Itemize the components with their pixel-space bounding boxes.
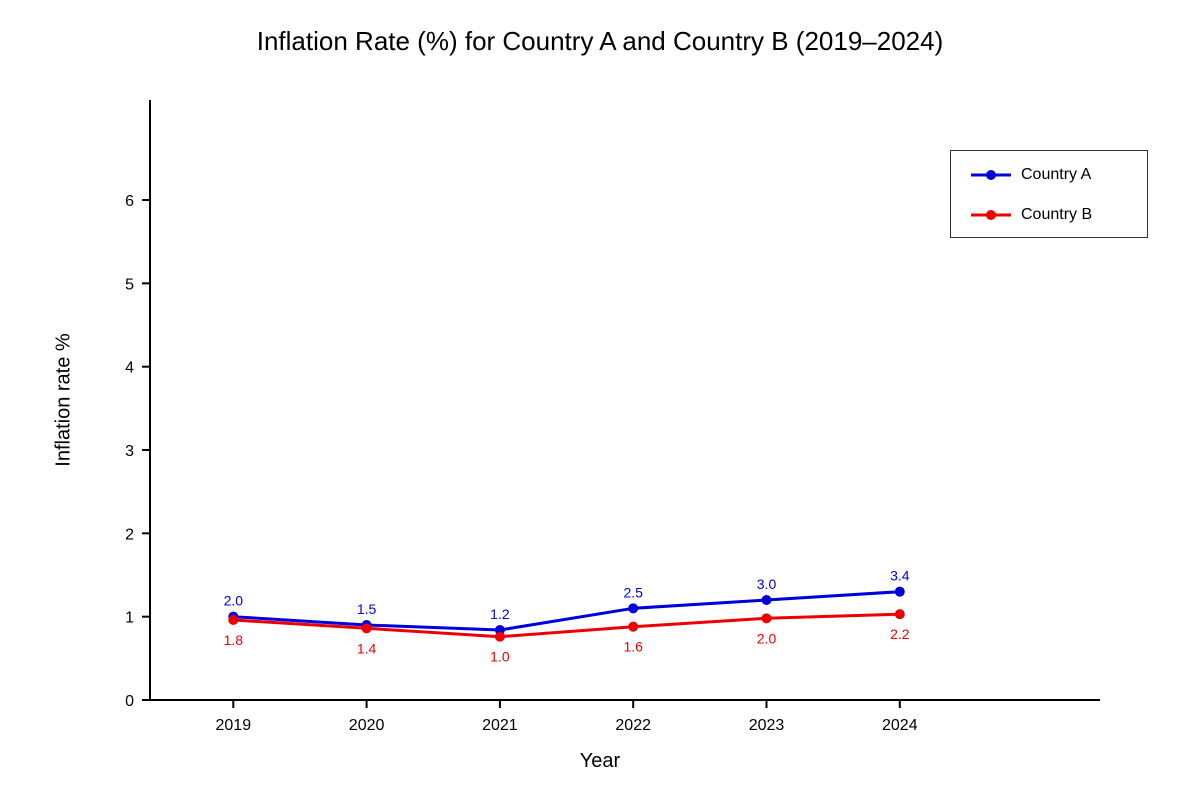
data-point-country-b — [494, 631, 505, 642]
data-label-country-b: 1.8 — [224, 632, 244, 648]
x-tick-label: 2021 — [482, 717, 518, 734]
data-point-country-a — [894, 586, 905, 597]
data-label-country-b: 1.6 — [623, 639, 643, 655]
x-tick-label: 2024 — [882, 717, 918, 734]
y-tick-label: 3 — [125, 443, 134, 460]
data-point-country-b — [894, 609, 905, 620]
y-tick-label: 4 — [125, 360, 134, 377]
data-label-country-a: 3.0 — [757, 576, 777, 592]
legend-item-country-b: Country B — [971, 205, 1092, 225]
y-axis-title: Inflation rate % — [52, 333, 75, 467]
y-tick-label: 2 — [125, 526, 134, 543]
axes: 0 1 2 3 4 5 6 2019 2020 2021 2022 2023 2024 — [125, 100, 1100, 734]
y-tick-label: 6 — [125, 193, 134, 210]
legend-swatch-country-a — [971, 170, 1011, 180]
data-label-country-a: 2.0 — [224, 593, 244, 609]
series-line-country-b — [231, 612, 902, 639]
legend: Country A Country B — [950, 150, 1148, 238]
data-label-country-b: 1.4 — [357, 640, 377, 656]
legend-swatch-country-b — [971, 210, 1011, 220]
x-tick-label: 2019 — [216, 717, 252, 734]
x-tick-label: 2020 — [349, 717, 385, 734]
data-point-country-b — [228, 615, 239, 626]
data-label-country-b: 2.0 — [757, 630, 777, 646]
x-tick-label: 2022 — [615, 717, 651, 734]
data-label-country-a: 3.4 — [890, 568, 910, 584]
legend-label-country-b: Country B — [1021, 206, 1093, 223]
x-tick-label: 2023 — [749, 717, 785, 734]
y-tick-label: 5 — [125, 276, 134, 293]
legend-label-country-a: Country A — [1021, 166, 1092, 183]
series-layer: 2.0 1.5 1.2 2.5 3.0 3.4 1.8 1.4 1.0 1.6 2.0 2.2 — [224, 568, 910, 665]
data-point-country-b — [628, 621, 639, 632]
data-point-country-b — [761, 613, 772, 624]
data-point-country-a — [761, 595, 772, 606]
data-label-country-b: 2.2 — [890, 626, 910, 642]
x-axis-title: Year — [579, 750, 621, 772]
data-point-country-a — [628, 603, 639, 614]
data-label-country-a: 1.5 — [357, 601, 377, 617]
y-tick-label: 0 — [125, 693, 134, 710]
chart-title: Inflation Rate (%) for Country A and Cou… — [256, 26, 944, 56]
data-point-country-b — [361, 623, 372, 634]
data-label-country-b: 1.0 — [490, 649, 510, 665]
data-label-country-a: 1.2 — [490, 606, 510, 622]
legend-item-country-a: Country A — [971, 165, 1091, 185]
data-label-country-a: 2.5 — [623, 584, 643, 600]
series-line-country-a — [231, 590, 902, 632]
y-tick-label: 1 — [125, 610, 134, 627]
